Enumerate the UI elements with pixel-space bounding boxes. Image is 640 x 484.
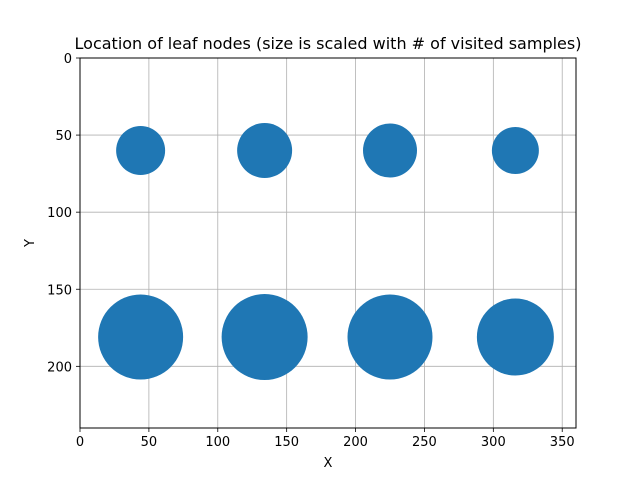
y-tick-label: 0	[64, 52, 72, 67]
x-axis-label: X	[324, 456, 333, 471]
leaf-node-point	[221, 294, 308, 381]
leaf-node-point	[476, 298, 554, 376]
x-tick-label: 100	[205, 435, 230, 450]
x-tick-label: 50	[141, 435, 158, 450]
leaf-node-point	[237, 123, 293, 178]
y-axis-label: Y	[23, 239, 38, 248]
y-tick-label: 100	[47, 206, 72, 221]
x-tick-label: 350	[550, 435, 575, 450]
plot-frame	[79, 57, 577, 429]
axis-ticks: 0 50 100 150 200 250 300 350 0 50 100 150 200	[47, 52, 574, 450]
leaf-node-point	[98, 294, 184, 380]
x-tick-label: 150	[274, 435, 299, 450]
x-tick-label: 200	[343, 435, 368, 450]
y-tick-label: 200	[47, 360, 72, 375]
x-tick-label: 300	[481, 435, 506, 450]
leaf-node-point	[491, 127, 539, 174]
leaf-node-point	[116, 126, 166, 175]
leaf-node-point	[347, 294, 433, 380]
data-points	[98, 123, 554, 381]
x-tick-label: 0	[76, 435, 84, 450]
chart-title: Location of leaf nodes (size is scaled w…	[75, 34, 582, 53]
x-tick-label: 250	[412, 435, 437, 450]
leaf-node-point	[363, 123, 417, 178]
y-tick-label: 150	[47, 283, 72, 298]
y-tick-label: 50	[55, 129, 72, 144]
